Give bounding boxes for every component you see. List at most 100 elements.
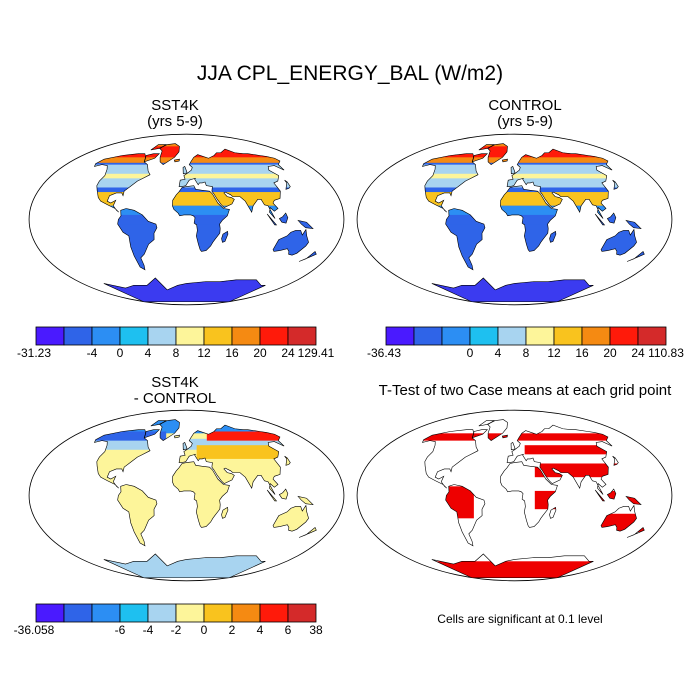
colorbar-tick-label: 12 [197, 346, 211, 359]
coastline-baffin [143, 153, 161, 163]
coastline-newGuinea [625, 495, 642, 506]
coastline-northAmerica [93, 153, 151, 213]
coastline-africa [172, 461, 230, 528]
colorbar-control: -36.43 110.83 0 4 8 12 16 20 24 [367, 326, 684, 359]
colorbar-swatch [147, 603, 177, 623]
coastline-southAmerica [445, 484, 486, 547]
coastline-africa [172, 185, 230, 252]
coastline-uk [510, 166, 516, 175]
coastline-greenland [487, 419, 508, 442]
map-frame-map-diff [28, 409, 345, 582]
colorbar-max-label: 110.83 [648, 346, 684, 359]
map-sst4k [28, 133, 345, 306]
colorbar-swatch [637, 326, 667, 346]
coastline-iceland [501, 434, 508, 439]
colorbar-swatch [35, 603, 65, 623]
coastline-baffin [471, 153, 489, 163]
coastline-australia [272, 228, 309, 256]
colorbar-min-label: -31.23 [17, 346, 51, 359]
coastline-uk [510, 442, 516, 451]
colorbar-swatch [525, 326, 555, 346]
colorbar-tick-label: 16 [575, 346, 589, 359]
colorbar-max-label: 129.41 [298, 346, 334, 359]
colorbar-swatch [259, 326, 289, 346]
colorbar-swatch [203, 326, 233, 346]
colorbar-swatch [287, 603, 317, 623]
coastline-sumatra [594, 489, 606, 502]
colorbar-swatch [259, 603, 289, 623]
figure-title: JJA CPL_ENERGY_BAL (W/m2) [196, 62, 504, 85]
diff-title: SST4K [151, 374, 199, 391]
coastline-newZealand [298, 526, 317, 538]
colorbar-tick-label: 4 [145, 346, 152, 359]
coastline-madagascar [221, 506, 229, 519]
coastline-uk [182, 166, 188, 175]
coastline-baffin [471, 429, 489, 439]
colorbar-tick-label: 4 [257, 623, 264, 636]
coastline-eurasia [506, 424, 613, 495]
coastline-eurasia [178, 148, 285, 219]
coastline-ellesmere [150, 144, 168, 151]
coastline-borneo [278, 488, 289, 500]
coastline-borneo [606, 212, 617, 224]
control-title: CONTROL [488, 97, 562, 114]
coastline-japan [612, 179, 619, 190]
coastline-southAmerica [117, 484, 158, 547]
panel-title-diff: SST4K - CONTROL [0, 375, 350, 407]
colorbar-swatch [175, 326, 205, 346]
control-subtitle: (yrs 5-9) [497, 113, 553, 130]
colorbar-tick-label: 0 [201, 623, 208, 636]
colorbar-diff: -36.058 38 -6 -4 -2 0 2 4 6 [14, 603, 323, 636]
colorbar-tick-label: -4 [87, 346, 98, 359]
colorbar-swatch [119, 326, 149, 346]
colorbar-swatch [63, 603, 93, 623]
colorbar-tick-label: 24 [281, 346, 295, 359]
colorbar-swatch [581, 326, 611, 346]
panel-title-sst4k: SST4K (yrs 5-9) [0, 98, 350, 130]
colorbar-swatch [63, 326, 93, 346]
colorbar-min-label: -36.43 [367, 346, 401, 359]
colorbar-tick-label: 6 [285, 623, 292, 636]
colorbar-swatch [231, 603, 261, 623]
coastline-japan [284, 455, 291, 466]
colorbar-tick-label: 8 [173, 346, 180, 359]
coastline-eurasia [506, 148, 613, 219]
coastline-australia [600, 504, 637, 532]
coastline-newGuinea [297, 219, 314, 230]
coastline-japan [612, 455, 619, 466]
coastline-southAmerica [445, 208, 486, 271]
colorbar-tick-label: 0 [117, 346, 124, 359]
colorbar-swatch [91, 603, 121, 623]
coastline-uk [182, 442, 188, 451]
coastline-newZealand [626, 250, 645, 262]
diff-subtitle: - CONTROL [133, 390, 217, 407]
coastline-baffin [143, 429, 161, 439]
colorbar-tick-label: 8 [523, 346, 530, 359]
coastline-madagascar [549, 506, 557, 519]
colorbar-max-label: 38 [309, 623, 323, 636]
coastline-ellesmere [150, 420, 168, 427]
panel-title-ttest: T-Test of two Case means at each grid po… [378, 382, 672, 399]
map-frame-map-sst4k [28, 133, 345, 306]
colorbar-tick-label: -6 [115, 623, 126, 636]
colorbar-sst4k: -31.23 129.41 -4 0 4 8 12 16 20 24 [17, 326, 334, 359]
coastline-antarctica [431, 277, 594, 303]
colorbar-swatch [91, 326, 121, 346]
colorbar-swatch [413, 326, 443, 346]
coastline-northAmerica [421, 429, 479, 489]
colorbar-tick-label: 12 [547, 346, 561, 359]
coastline-borneo [606, 488, 617, 500]
map-frame-map-control [356, 133, 673, 306]
coastline-borneo [278, 212, 289, 224]
coastline-sumatra [594, 213, 606, 226]
colorbar-swatch [385, 326, 415, 346]
sst4k-subtitle: (yrs 5-9) [147, 113, 203, 130]
colorbar-swatch [497, 326, 527, 346]
coastline-greenland [159, 419, 180, 442]
map-control [356, 133, 673, 306]
coastline-madagascar [549, 230, 557, 243]
colorbar-tick-label: 4 [495, 346, 502, 359]
coastline-australia [272, 504, 309, 532]
panel-title-control: CONTROL (yrs 5-9) [350, 98, 700, 130]
coastline-northAmerica [93, 429, 151, 489]
